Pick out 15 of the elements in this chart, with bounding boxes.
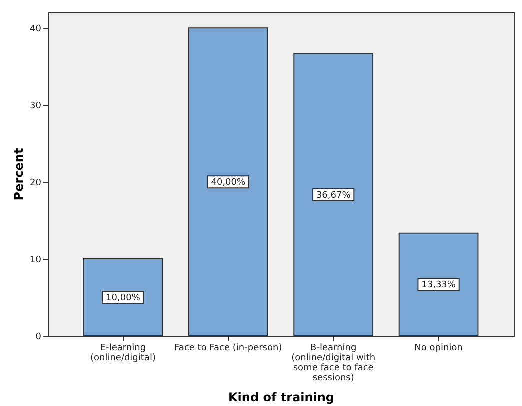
x-tick-label: B-learning (online/digital with some face to face sessions) — [292, 344, 376, 384]
data-label: 40,00% — [211, 178, 246, 188]
data-label: 36,67% — [316, 190, 352, 201]
y-tick-label: 20 — [30, 178, 42, 189]
data-label: 10,00% — [106, 294, 141, 304]
x-tick-label: E-learning (online/digital) — [90, 344, 156, 364]
y-tick-label: 40 — [30, 24, 42, 35]
y-tick-label: 0 — [36, 332, 42, 342]
x-tick-label: No opinion — [414, 344, 463, 354]
data-label: 13,33% — [422, 280, 456, 291]
y-tick-label: 10 — [30, 256, 42, 266]
y-tick-label: 30 — [30, 102, 42, 112]
x-tick-label: Face to Face (in-person) — [174, 344, 282, 354]
y-axis-title: Percent — [12, 148, 26, 201]
x-axis-title: Kind of training — [228, 390, 335, 404]
